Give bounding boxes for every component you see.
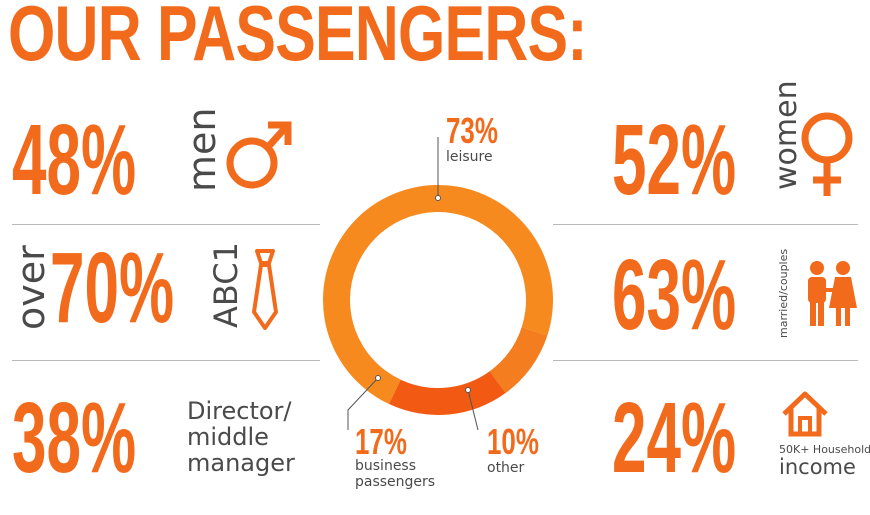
married-label: married/couples (777, 248, 790, 338)
leisure-percent: 73% (446, 110, 498, 151)
business-label-line2: passengers (355, 474, 436, 490)
house-icon (782, 391, 828, 437)
abc1-label: ABC1 (207, 242, 245, 328)
business-leader-dot (375, 375, 381, 381)
couple-icon (808, 261, 857, 326)
business-leader (347, 377, 379, 430)
divider-left-1 (12, 224, 320, 225)
abc1-percent: 70% (50, 232, 175, 344)
income-label-small: 50K+ Household (779, 443, 870, 456)
director-label-line2: middle (187, 423, 269, 451)
other-percent: 10% (487, 421, 539, 462)
men-label: men (180, 107, 224, 192)
other-leader (467, 389, 479, 431)
other-leader-dot (465, 387, 471, 393)
donut-slice-other (489, 327, 548, 394)
leisure-label: leisure (446, 149, 493, 165)
director-label-line3: manager (187, 449, 295, 477)
women-label: women (769, 80, 804, 190)
divider-right-2 (553, 360, 858, 361)
donut-slice-business (389, 371, 506, 415)
women-percent: 52% (612, 104, 737, 216)
business-label-line1: business (355, 458, 417, 474)
married-percent: 63% (612, 239, 737, 351)
other-label: other (487, 460, 525, 476)
female-icon (801, 112, 853, 196)
donut-group (323, 137, 553, 431)
director-percent: 38% (12, 382, 137, 494)
income-percent: 24% (612, 382, 737, 494)
director-label-line1: Director/ (187, 397, 292, 425)
page-title: OUR PASSENGERS: (8, 0, 588, 77)
divider-left-2 (12, 360, 320, 361)
director-label: Director/ middle manager (187, 398, 295, 476)
passenger-donut-chart (323, 137, 553, 431)
business-label: business passengers (355, 458, 435, 490)
business-percent: 17% (355, 421, 407, 462)
income-label-big: income (779, 455, 856, 479)
men-percent: 48% (12, 104, 137, 216)
tie-icon (252, 249, 278, 330)
leisure-leader-dot (435, 195, 441, 201)
abc1-prefix: over (9, 245, 53, 330)
divider-right-1 (553, 224, 858, 225)
male-icon (226, 121, 292, 189)
